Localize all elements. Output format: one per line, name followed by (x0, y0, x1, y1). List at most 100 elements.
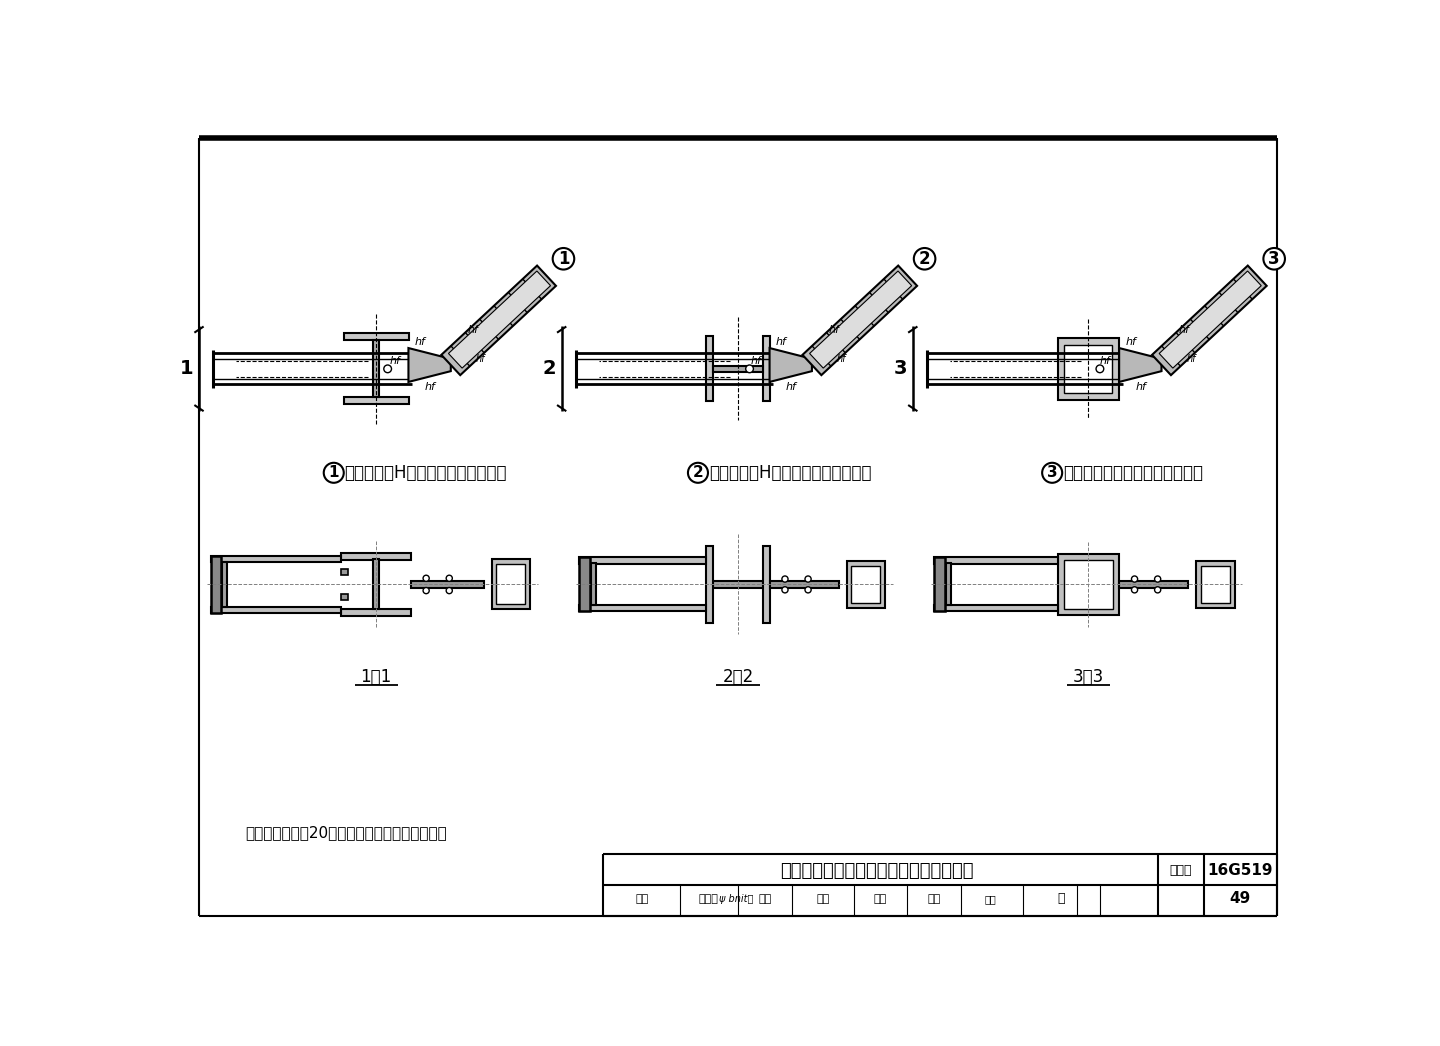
Circle shape (446, 588, 452, 594)
Bar (491, 559, 530, 609)
Circle shape (805, 576, 811, 583)
Circle shape (384, 365, 392, 372)
Text: hf: hf (1125, 337, 1136, 347)
Text: 1: 1 (180, 360, 193, 379)
Bar (344, 334, 409, 340)
Bar (707, 336, 713, 402)
Bar (373, 340, 379, 397)
Circle shape (446, 575, 452, 582)
Bar (763, 546, 769, 623)
Bar (579, 558, 707, 564)
Text: 16G519: 16G519 (1207, 863, 1273, 878)
Circle shape (1096, 365, 1103, 372)
Bar (763, 336, 769, 402)
Bar (341, 609, 410, 616)
Bar (707, 546, 713, 623)
Circle shape (1155, 576, 1161, 583)
Bar (946, 563, 952, 606)
Bar (497, 564, 526, 605)
Text: 1－1: 1－1 (360, 667, 392, 686)
Text: hf: hf (389, 356, 400, 366)
Bar (579, 606, 707, 612)
Polygon shape (802, 266, 917, 376)
Text: hf: hf (837, 354, 847, 364)
Bar (410, 581, 484, 588)
Circle shape (782, 576, 788, 583)
Text: 49: 49 (1230, 891, 1251, 907)
Bar (847, 562, 886, 608)
Bar (1064, 345, 1112, 392)
Polygon shape (1159, 271, 1261, 368)
Text: 校对: 校对 (759, 894, 772, 904)
Bar (341, 553, 410, 560)
Text: hf: hf (1135, 382, 1146, 391)
Bar (579, 556, 590, 612)
Text: 2: 2 (693, 465, 703, 480)
Text: 3: 3 (1269, 250, 1280, 268)
Text: 箱形支撑与箱形柱的节点板连接: 箱形支撑与箱形柱的节点板连接 (1063, 463, 1202, 482)
Bar (590, 563, 596, 606)
Bar (935, 556, 945, 612)
Circle shape (746, 365, 753, 372)
Bar (344, 397, 409, 404)
Circle shape (782, 587, 788, 593)
Bar (769, 581, 840, 588)
Bar (1057, 553, 1119, 615)
Bar (341, 569, 347, 575)
Bar (373, 559, 379, 609)
Polygon shape (1152, 266, 1267, 376)
Circle shape (1155, 587, 1161, 593)
Polygon shape (448, 271, 550, 368)
Circle shape (324, 462, 344, 483)
Polygon shape (809, 271, 912, 368)
Polygon shape (1119, 348, 1162, 382)
Bar (851, 566, 880, 602)
Bar (713, 366, 763, 372)
Text: 箱形支撑与H形柱弱轴的节点板连接: 箱形支撑与H形柱弱轴的节点板连接 (708, 463, 871, 482)
Bar (713, 582, 763, 588)
Circle shape (688, 462, 708, 483)
Text: 2: 2 (919, 250, 930, 268)
Bar (210, 556, 222, 613)
Text: 1: 1 (557, 250, 569, 268)
Circle shape (1043, 462, 1063, 483)
Text: ψ bnit乙: ψ bnit乙 (719, 894, 753, 904)
Circle shape (914, 248, 936, 270)
Text: hf: hf (475, 354, 485, 364)
Text: 注：本图应与第20页中对应的框架图配合使用。: 注：本图应与第20页中对应的框架图配合使用。 (245, 825, 446, 840)
Circle shape (553, 248, 575, 270)
Bar (1119, 581, 1188, 588)
Text: 2: 2 (543, 360, 556, 379)
Text: 王喆: 王喆 (816, 894, 829, 904)
Circle shape (805, 587, 811, 593)
Text: hf: hf (415, 337, 425, 347)
Polygon shape (441, 266, 556, 376)
Text: 图集号: 图集号 (1169, 864, 1192, 878)
Text: hf: hf (786, 382, 796, 391)
Text: 2－2: 2－2 (723, 667, 753, 686)
Bar (935, 558, 1057, 564)
Text: 1: 1 (328, 465, 338, 480)
Bar (935, 606, 1057, 612)
Text: hf: hf (1178, 325, 1189, 335)
Bar (1057, 338, 1119, 400)
Text: hf: hf (1187, 354, 1195, 364)
Bar (222, 562, 228, 607)
Text: 支撑斜杆在框架节点处的连接构造（七）: 支撑斜杆在框架节点处的连接构造（七） (780, 862, 973, 880)
Circle shape (1132, 576, 1138, 583)
Circle shape (423, 588, 429, 594)
Text: 箱形支撑与H形柱强轴的节点板连接: 箱形支撑与H形柱强轴的节点板连接 (344, 463, 507, 482)
Text: 3: 3 (894, 360, 907, 379)
Bar (1201, 566, 1230, 602)
Text: hf: hf (468, 325, 478, 335)
Bar (1064, 560, 1113, 609)
Bar (1197, 562, 1234, 608)
Bar (341, 594, 347, 599)
Text: 郁银泉: 郁银泉 (698, 894, 719, 904)
Text: hf: hf (828, 325, 840, 335)
Text: 页: 页 (1057, 892, 1066, 906)
Circle shape (1263, 248, 1284, 270)
Text: 刘岩: 刘岩 (927, 894, 940, 904)
Text: hf: hf (750, 356, 762, 366)
Text: 审核: 审核 (635, 894, 648, 904)
